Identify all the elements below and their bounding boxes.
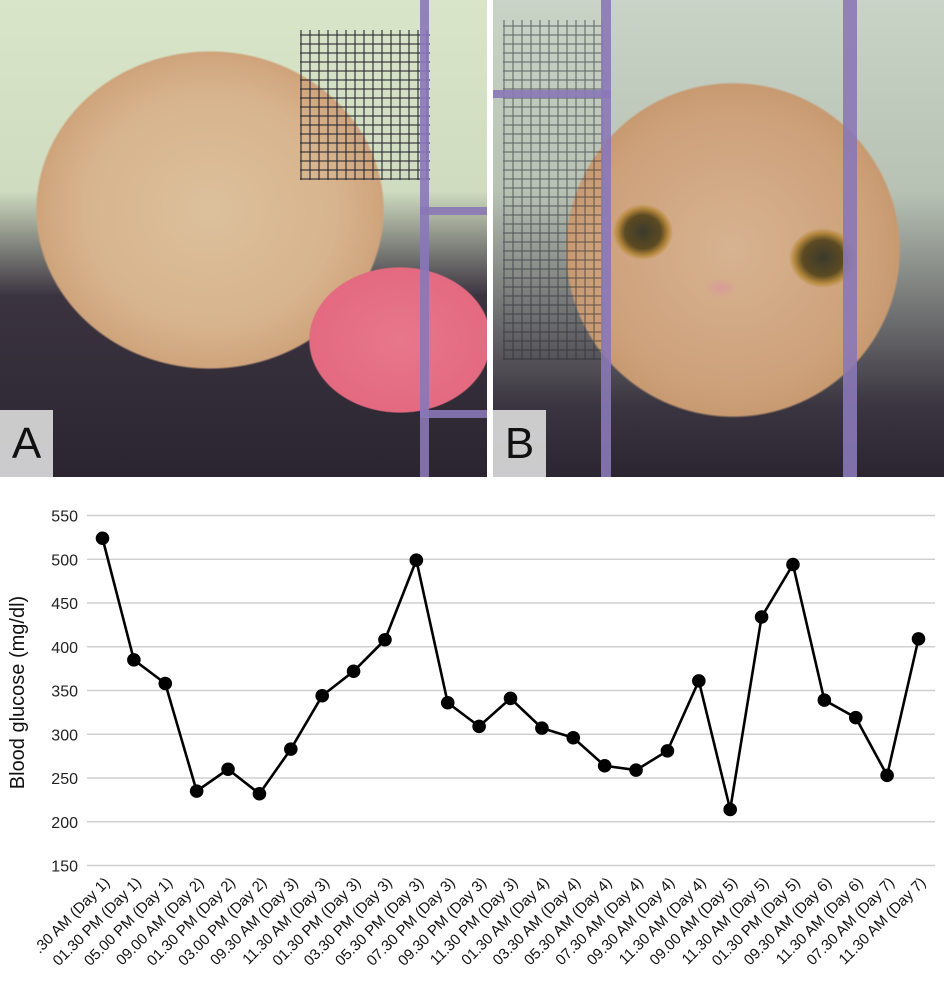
- photo-panel-b: B: [493, 0, 944, 477]
- data-point: [503, 691, 518, 706]
- data-point: [221, 762, 235, 777]
- data-point: [786, 557, 800, 572]
- data-point: [880, 768, 894, 783]
- y-tick-label: 300: [51, 727, 78, 744]
- data-point: [629, 763, 643, 777]
- cage-bar: [420, 207, 487, 215]
- data-point: [660, 744, 675, 758]
- data-point: [315, 688, 329, 703]
- data-point: [440, 695, 455, 710]
- data-point: [817, 693, 832, 707]
- data-point: [597, 758, 612, 773]
- data-point: [723, 802, 737, 817]
- data-point: [911, 632, 926, 646]
- data-point: [409, 553, 424, 567]
- cage-mesh: [300, 30, 430, 180]
- data-point: [284, 742, 298, 756]
- y-tick-label: 250: [51, 771, 78, 788]
- y-tick-label: 150: [51, 859, 78, 876]
- cage-bar: [420, 410, 487, 418]
- data-point: [754, 610, 769, 624]
- data-point: [692, 674, 706, 688]
- data-point: [848, 710, 863, 725]
- data-point: [346, 664, 361, 679]
- data-point: [95, 531, 110, 546]
- y-tick-label: 400: [51, 640, 78, 657]
- panel-label-b: B: [493, 410, 546, 477]
- cage-bar: [601, 0, 611, 477]
- cage-bar: [843, 0, 857, 477]
- data-point: [189, 784, 204, 798]
- data-point: [158, 676, 173, 691]
- y-tick-label: 350: [51, 684, 78, 701]
- y-axis-label: Blood glucose (mg/dl): [7, 596, 29, 789]
- data-point: [472, 719, 486, 734]
- photo-panel-a: A: [0, 0, 487, 477]
- blood-glucose-chart: 150 200 250 300 350 400 450 500 550 Blood glucose…: [0, 477, 944, 1001]
- data-point: [566, 730, 581, 745]
- data-point: [127, 653, 141, 667]
- line-chart: 150 200 250 300 350 400 450 500 550 Blood glucose…: [7, 509, 935, 969]
- cage-mesh: [503, 20, 603, 360]
- cage-bar: [420, 0, 429, 477]
- y-tick-label: 500: [51, 552, 78, 569]
- y-tick-label: 550: [51, 509, 78, 526]
- y-tick-label: 450: [51, 596, 78, 613]
- cage-bar: [493, 90, 611, 98]
- data-point: [252, 786, 267, 801]
- data-point: [378, 632, 392, 647]
- panel-label-a: A: [0, 410, 53, 477]
- data-point: [535, 721, 549, 735]
- y-tick-label: 200: [51, 815, 78, 832]
